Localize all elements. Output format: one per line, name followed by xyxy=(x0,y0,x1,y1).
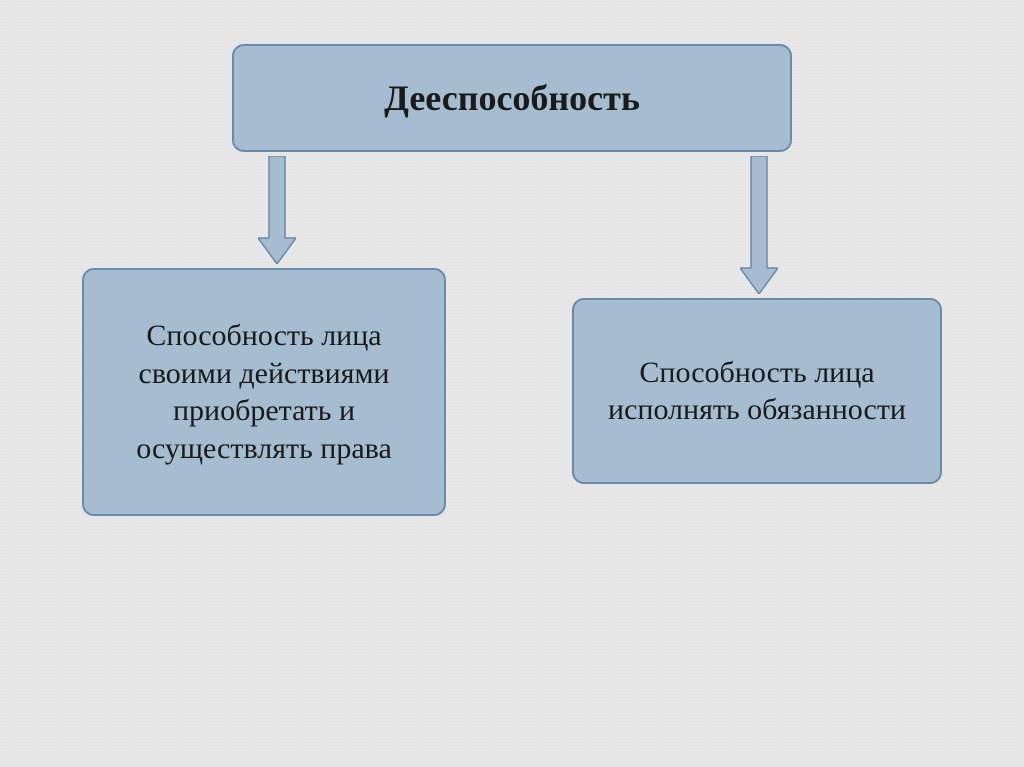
right-node-text: Способность лица исполнять обязанности xyxy=(598,354,916,429)
right-node: Способность лица исполнять обязанности xyxy=(572,298,942,484)
diagram-container: Дееспособность Способность лица своими д… xyxy=(0,0,1024,767)
top-node: Дееспособность xyxy=(232,44,792,152)
arrow-left-icon xyxy=(258,156,296,264)
top-node-text: Дееспособность xyxy=(384,76,640,121)
left-node-text: Способность лица своими действиями приоб… xyxy=(108,317,420,467)
arrow-right-icon xyxy=(740,156,778,294)
left-node: Способность лица своими действиями приоб… xyxy=(82,268,446,516)
